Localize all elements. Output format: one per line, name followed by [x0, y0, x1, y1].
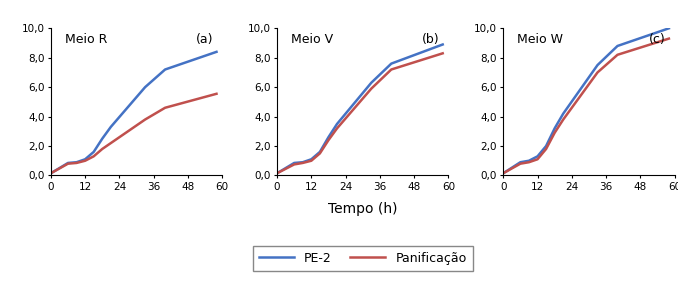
Text: (c): (c) — [650, 33, 666, 46]
Text: (b): (b) — [422, 33, 440, 46]
Text: Meio V: Meio V — [291, 33, 333, 46]
Text: Meio W: Meio W — [517, 33, 563, 46]
Text: Meio R: Meio R — [64, 33, 107, 46]
Text: Tempo (h): Tempo (h) — [328, 202, 397, 216]
Text: (a): (a) — [196, 33, 214, 46]
Legend: PE-2, Panificação: PE-2, Panificação — [253, 246, 473, 271]
